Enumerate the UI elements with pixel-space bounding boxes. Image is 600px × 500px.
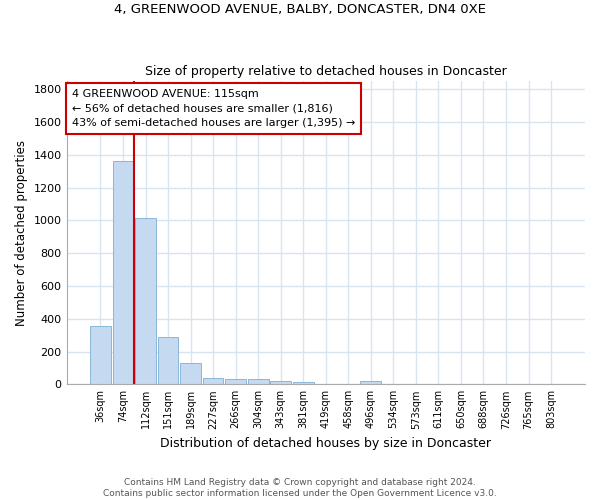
Bar	[293, 382, 314, 384]
Bar	[361, 381, 381, 384]
Bar	[180, 363, 201, 384]
Y-axis label: Number of detached properties: Number of detached properties	[15, 140, 28, 326]
Bar	[225, 378, 246, 384]
Title: Size of property relative to detached houses in Doncaster: Size of property relative to detached ho…	[145, 66, 506, 78]
Bar	[113, 160, 133, 384]
Bar	[90, 326, 111, 384]
Text: 4, GREENWOOD AVENUE, BALBY, DONCASTER, DN4 0XE: 4, GREENWOOD AVENUE, BALBY, DONCASTER, D…	[114, 2, 486, 16]
Bar	[248, 378, 269, 384]
Bar	[271, 381, 291, 384]
Bar	[135, 218, 156, 384]
Bar	[203, 378, 223, 384]
Text: Contains HM Land Registry data © Crown copyright and database right 2024.
Contai: Contains HM Land Registry data © Crown c…	[103, 478, 497, 498]
Text: 4 GREENWOOD AVENUE: 115sqm
← 56% of detached houses are smaller (1,816)
43% of s: 4 GREENWOOD AVENUE: 115sqm ← 56% of deta…	[72, 88, 355, 128]
Bar	[158, 337, 178, 384]
X-axis label: Distribution of detached houses by size in Doncaster: Distribution of detached houses by size …	[160, 437, 491, 450]
